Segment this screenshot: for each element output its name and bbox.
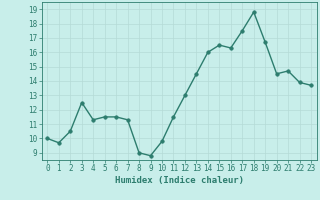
X-axis label: Humidex (Indice chaleur): Humidex (Indice chaleur) bbox=[115, 176, 244, 185]
